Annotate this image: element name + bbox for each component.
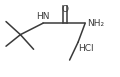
Text: HCl: HCl — [79, 44, 94, 53]
Text: O: O — [61, 5, 68, 14]
Text: NH₂: NH₂ — [88, 19, 105, 28]
Text: HN: HN — [36, 12, 49, 21]
